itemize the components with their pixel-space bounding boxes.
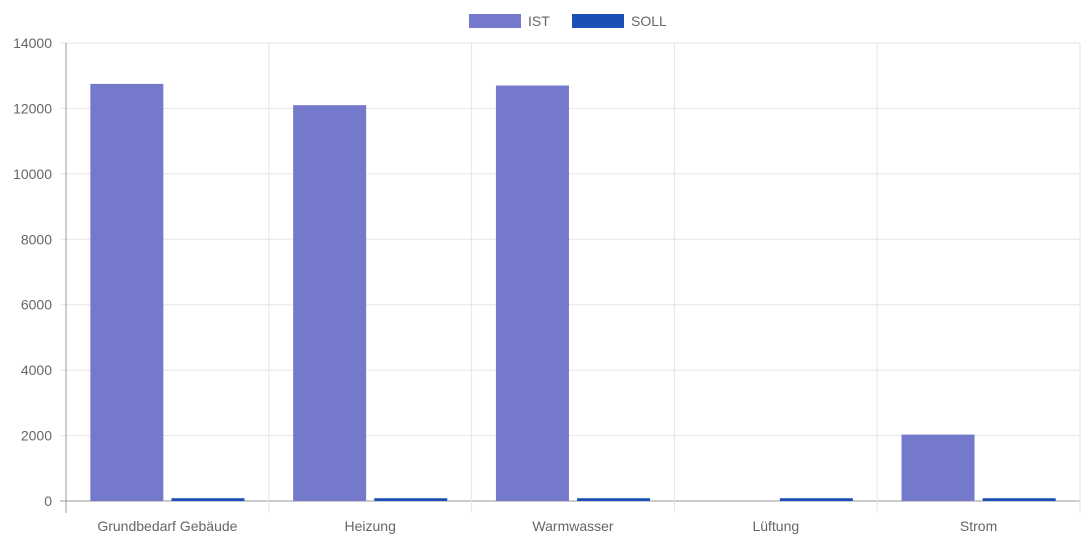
legend-swatch[interactable] xyxy=(572,14,624,28)
bars xyxy=(90,83,1056,502)
x-tick-label: Warmwasser xyxy=(532,518,613,534)
y-tick-label: 2000 xyxy=(21,428,52,444)
x-tick-label: Grundbedarf Gebäude xyxy=(97,518,237,534)
y-tick-label: 6000 xyxy=(21,297,52,313)
x-axis: Grundbedarf Gebäude Heizung Warmwasser Lüft… xyxy=(97,518,997,534)
legend-label[interactable]: IST xyxy=(528,13,550,29)
y-tick-label: 12000 xyxy=(13,100,52,116)
bar-soll-2[interactable] xyxy=(577,498,651,501)
legend[interactable]: IST SOLL xyxy=(469,13,667,29)
y-tick-label: 8000 xyxy=(21,231,52,247)
x-tick-label: Strom xyxy=(960,518,997,534)
legend-swatch[interactable] xyxy=(469,14,521,28)
bar-ist-2[interactable] xyxy=(495,85,569,502)
bar-soll-1[interactable] xyxy=(374,498,448,501)
bar-ist-1[interactable] xyxy=(293,105,367,502)
bar-ist-4[interactable] xyxy=(901,434,975,501)
y-tick-label: 10000 xyxy=(13,166,52,182)
y-axis: 0 2000 4000 6000 8000 10000 12000 14000 xyxy=(13,35,52,509)
x-tick-label: Lüftung xyxy=(752,518,799,534)
y-tick-label: 0 xyxy=(44,493,52,509)
bar-soll-3[interactable] xyxy=(779,498,853,501)
x-tick-label: Heizung xyxy=(345,518,396,534)
y-tick-label: 4000 xyxy=(21,362,52,378)
legend-label[interactable]: SOLL xyxy=(631,13,667,29)
bar-soll-4[interactable] xyxy=(982,498,1056,501)
y-tick-label: 14000 xyxy=(13,35,52,51)
bar-ist-0[interactable] xyxy=(90,83,164,502)
bar-soll-0[interactable] xyxy=(171,498,245,501)
grid-lines xyxy=(60,42,1081,513)
